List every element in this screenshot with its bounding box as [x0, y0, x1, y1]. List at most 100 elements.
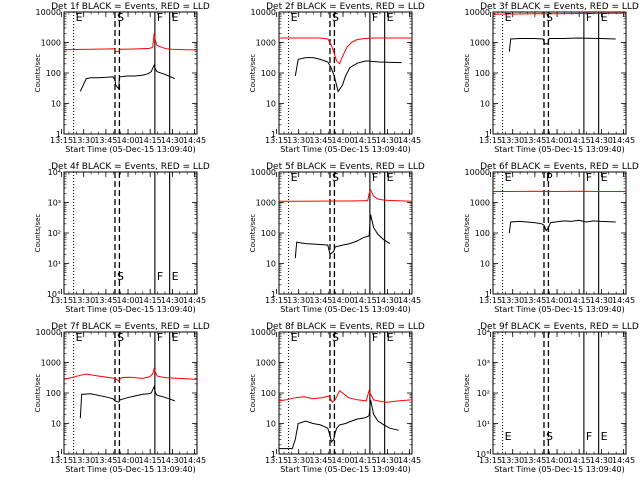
y-tick-label: 100: [261, 389, 276, 398]
x-tick-label: 14:45: [612, 296, 635, 305]
x-tick-label: 13:15: [265, 456, 288, 465]
panel-title: Det 6f BLACK = Events, RED = LLD: [480, 162, 639, 172]
x-tick-label: 14:30: [161, 296, 184, 305]
y-axis-label: Counts/sec: [249, 54, 257, 93]
x-tick-label: 14:45: [183, 136, 206, 145]
x-tick-label: 14:30: [590, 296, 613, 305]
marker-label: S: [332, 171, 339, 184]
panel-8: Det 8f BLACK = Events, RED = LLD 1 10 100 10…: [249, 322, 425, 474]
series-lld: [279, 188, 413, 202]
y-tick-label: 100: [261, 69, 276, 78]
marker-label: E: [172, 11, 179, 24]
marker-label: F: [157, 270, 163, 283]
panel-9: Det 9f BLACK = Events, RED = LLD 10° 10¹ 10…: [463, 322, 639, 474]
x-tick-label: 14:15: [354, 456, 377, 465]
panel-title: Det 3f BLACK = Events, RED = LLD: [480, 2, 639, 12]
plot-frame: [492, 11, 627, 135]
marker-label: F: [372, 331, 378, 344]
panel-3: Det 3f BLACK = Events, RED = LLD 1 10 100 10…: [463, 2, 639, 154]
x-axis-label: Start Time (05-Dec-15 13:09:40): [65, 145, 196, 154]
panel-6: Det 6f BLACK = Events, RED = LLD 1 10 100 10…: [463, 162, 639, 314]
x-tick-label: 13:15: [50, 136, 73, 145]
x-tick-label: 13:15: [479, 456, 502, 465]
marker-label: E: [387, 11, 394, 24]
x-tick-label: 14:30: [376, 456, 399, 465]
y-tick-label: 100: [475, 229, 490, 238]
x-tick-label: 13:45: [309, 456, 332, 465]
plot-frame: [278, 331, 413, 455]
series-events: [508, 219, 616, 234]
x-tick-label: 13:15: [265, 296, 288, 305]
series-lld: [279, 37, 412, 65]
plot-frame: [278, 11, 413, 135]
x-tick-label: 13:15: [265, 136, 288, 145]
x-tick-label: 14:45: [398, 136, 421, 145]
panel-title: Det 2f BLACK = Events, RED = LLD: [266, 2, 425, 12]
x-axis-label: Start Time (05-Dec-15 13:09:40): [65, 305, 196, 314]
marker-label: E: [505, 430, 512, 443]
series-lld: [278, 389, 413, 403]
x-tick-label: 14:30: [376, 136, 399, 145]
series-events: [294, 57, 402, 93]
y-tick-label: 1: [56, 130, 61, 139]
series-events: [508, 37, 616, 52]
y-tick-label: 10²: [48, 229, 61, 238]
marker-label: E: [76, 11, 83, 24]
x-tick-label: 14:15: [139, 296, 162, 305]
x-tick-label: 13:30: [72, 296, 95, 305]
panel-4: Det 4f BLACK = Events, RED = LLD 10° 10¹ 10…: [34, 162, 210, 314]
x-tick-label: 14:15: [354, 296, 377, 305]
marker-label: E: [601, 430, 608, 443]
series-events: [79, 385, 175, 419]
x-axis-label: Start Time (05-Dec-15 13:09:40): [65, 465, 196, 474]
panel-title: Det 5f BLACK = Events, RED = LLD: [266, 162, 425, 172]
marker-label: F: [157, 331, 163, 344]
panel-5: Det 5f BLACK = Events, RED = LLD 1 10 100 10…: [249, 162, 425, 314]
x-tick-label: 13:45: [523, 296, 546, 305]
y-tick-label: 10¹: [477, 420, 490, 429]
x-tick-label: 13:30: [287, 136, 310, 145]
y-tick-label: 10: [480, 260, 490, 269]
marker-label: E: [505, 171, 512, 184]
y-tick-label: 1: [271, 130, 276, 139]
marker-label: P: [546, 171, 553, 184]
x-axis-label: Start Time (05-Dec-15 13:09:40): [494, 465, 625, 474]
x-tick-label: 13:30: [501, 136, 524, 145]
y-tick-label: 1: [56, 450, 61, 459]
panel-title: Det 7f BLACK = Events, RED = LLD: [51, 322, 210, 332]
y-tick-label: 10000: [36, 8, 61, 17]
x-tick-label: 14:00: [332, 456, 355, 465]
x-tick-label: 13:30: [287, 456, 310, 465]
panel-title: Det 4f BLACK = Events, RED = LLD: [51, 162, 210, 172]
marker-label: E: [291, 171, 298, 184]
y-tick-label: 10³: [48, 199, 61, 208]
y-tick-label: 1000: [256, 39, 276, 48]
y-tick-label: 10000: [465, 168, 490, 177]
x-tick-label: 14:00: [546, 296, 569, 305]
x-axis-label: Start Time (05-Dec-15 13:09:40): [280, 465, 411, 474]
x-tick-label: 14:30: [161, 136, 184, 145]
y-axis-label: Counts/sec: [34, 214, 42, 253]
x-tick-label: 13:45: [94, 456, 117, 465]
x-tick-label: 14:15: [568, 456, 591, 465]
y-axis-label: Counts/sec: [34, 374, 42, 413]
y-tick-label: 10000: [251, 8, 276, 17]
x-tick-label: 14:15: [568, 136, 591, 145]
x-tick-label: 14:45: [612, 456, 635, 465]
y-tick-label: 1: [271, 450, 276, 459]
x-tick-label: 14:15: [139, 456, 162, 465]
x-tick-label: 14:00: [117, 136, 140, 145]
x-tick-label: 14:00: [546, 456, 569, 465]
x-axis-label: Start Time (05-Dec-15 13:09:40): [494, 145, 625, 154]
marker-label: E: [172, 331, 179, 344]
x-tick-label: 13:45: [523, 456, 546, 465]
y-tick-label: 10°: [476, 450, 490, 459]
y-tick-label: 10: [266, 420, 276, 429]
panel-1: Det 1f BLACK = Events, RED = LLD 1 10 100 10…: [34, 2, 210, 154]
x-tick-label: 13:30: [287, 296, 310, 305]
x-tick-label: 13:45: [309, 296, 332, 305]
y-axis-label: Counts/sec: [463, 214, 471, 253]
x-tick-label: 13:45: [309, 136, 332, 145]
x-tick-label: 14:45: [398, 456, 421, 465]
x-axis-label: Start Time (05-Dec-15 13:09:40): [280, 305, 411, 314]
